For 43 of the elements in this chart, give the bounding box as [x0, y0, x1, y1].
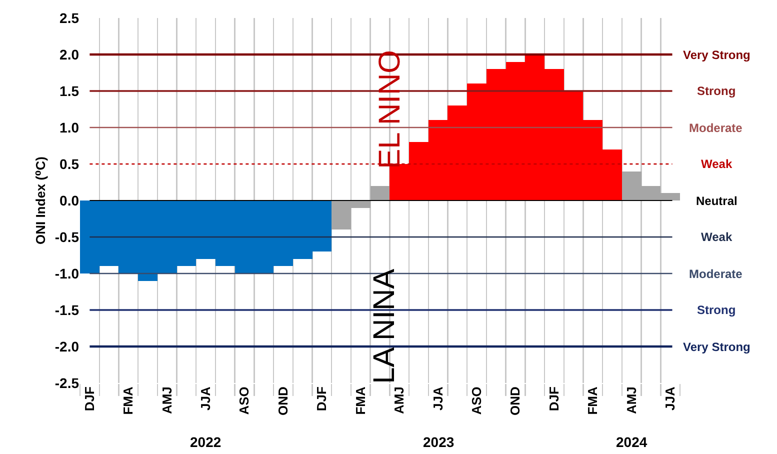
x-tick-label: JJA [430, 386, 446, 410]
x-tick-label: AMJ [392, 386, 407, 414]
y-tick-label: 1.5 [60, 82, 80, 99]
ref-line-label: Weak [701, 157, 732, 171]
y-tick-label: -0.5 [54, 228, 80, 245]
x-tick-label: OND [275, 386, 290, 416]
ref-line-label: Neutral [696, 194, 738, 208]
x-tick-label: DJF [546, 386, 562, 412]
bar [370, 186, 390, 200]
x-tick-label: DJF [314, 386, 330, 412]
x-tick-label: FMA [120, 386, 136, 415]
text: 2023 [423, 434, 454, 450]
x-tick-label: FMA [585, 386, 600, 415]
text: 2022 [190, 434, 222, 450]
x-tick-label: AMJ [624, 386, 639, 414]
ref-line-label: Moderate [689, 267, 743, 281]
ref-line-label: Strong [697, 84, 736, 98]
x-tick-label: DJF [82, 386, 97, 412]
ref-line-label: Strong [697, 303, 736, 317]
x-tick-label: ASO [236, 386, 252, 415]
ref-line-label: Very Strong [683, 48, 750, 62]
y-tick-label: 2.0 [60, 46, 80, 62]
annotation: EL NINO [373, 50, 406, 169]
y-tick-label: 0.0 [60, 192, 80, 208]
y-tick-label: -1.0 [54, 265, 80, 282]
y-tick-label: 0.5 [60, 156, 80, 172]
annotation: LA NINA [368, 268, 401, 384]
text: 2024 [616, 434, 648, 450]
y-tick-label: -2.0 [54, 338, 80, 354]
y-tick-label: 1.0 [60, 119, 80, 136]
x-tick-label: AMJ [159, 386, 174, 414]
ref-line-label: Very Strong [683, 340, 750, 354]
y-tick-label: -1.5 [54, 302, 80, 318]
ref-line-label: Moderate [689, 121, 743, 135]
x-tick-label: OND [508, 386, 523, 416]
y-tick-label: 2.5 [60, 10, 80, 26]
x-tick-label: FMA [352, 386, 368, 415]
x-tick-label: JJA [198, 386, 214, 410]
y-tick-label: -2.5 [54, 374, 80, 391]
x-tick-label: ASO [468, 386, 484, 415]
x-tick-label: JJA [662, 386, 678, 410]
ref-line-label: Weak [701, 230, 732, 244]
y-axis-title: ONI Index (⁰C) [32, 156, 48, 245]
